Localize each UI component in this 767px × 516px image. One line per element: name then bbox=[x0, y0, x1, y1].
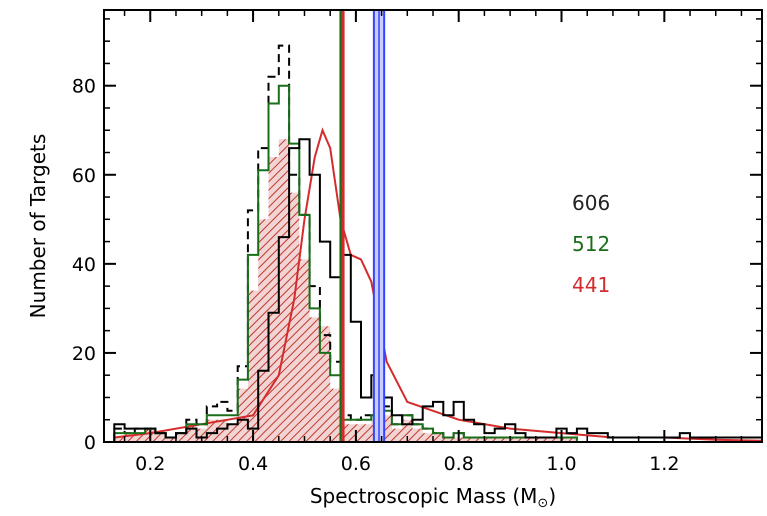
x-axis-label: Spectroscopic Mass (M⊙) bbox=[310, 484, 556, 511]
plot-area bbox=[113, 10, 762, 442]
axis-tick-labels: 0.2 0.4 0.6 0.8 1.0 1.2 0 20 40 60 80 bbox=[72, 76, 680, 475]
x-tick-label: 0.2 bbox=[135, 453, 165, 475]
legend: 606 512 441 bbox=[572, 191, 610, 297]
series-606-line bbox=[113, 44, 762, 442]
y-tick-label: 40 bbox=[72, 254, 96, 276]
y-axis-label: Number of Targets bbox=[26, 134, 50, 319]
x-tick-label: 1.2 bbox=[649, 453, 679, 475]
y-tick-label: 60 bbox=[72, 165, 96, 187]
x-axis-label-close: ) bbox=[548, 484, 556, 508]
legend-entry-441: 441 bbox=[572, 273, 610, 297]
legend-entry-606: 606 bbox=[572, 191, 610, 215]
y-tick-label: 80 bbox=[72, 76, 96, 98]
legend-entry-512: 512 bbox=[572, 232, 610, 256]
axis-ticks bbox=[104, 10, 762, 443]
x-axis-label-sub: ⊙ bbox=[537, 496, 548, 511]
series-512-line bbox=[113, 84, 762, 442]
plot-frame bbox=[103, 9, 763, 443]
x-tick-label: 0.6 bbox=[341, 453, 371, 475]
series-441-fill bbox=[114, 139, 762, 442]
vertical-line-1 bbox=[341, 10, 345, 442]
x-tick-label: 0.8 bbox=[444, 453, 474, 475]
y-tick-label: 0 bbox=[84, 432, 96, 454]
series-black-profile bbox=[113, 138, 762, 442]
x-tick-label: 0.4 bbox=[238, 453, 268, 475]
fit-curve bbox=[114, 127, 762, 442]
vertical-line-0 bbox=[339, 10, 342, 442]
y-tick-label: 20 bbox=[72, 343, 96, 365]
x-tick-label: 1.0 bbox=[546, 453, 576, 475]
